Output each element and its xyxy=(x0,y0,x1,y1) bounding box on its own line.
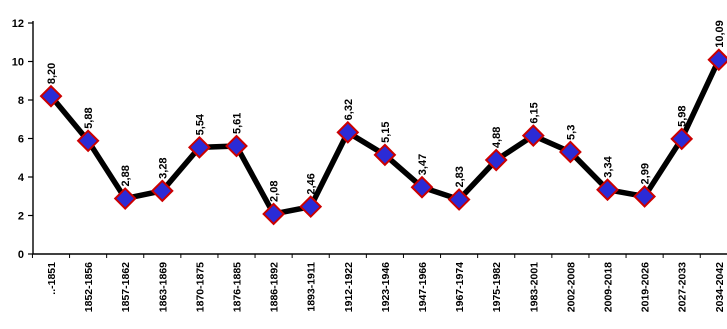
data-value-label: 4,88 xyxy=(491,127,503,148)
data-value-label: 2,99 xyxy=(640,163,652,184)
data-point-marker xyxy=(150,179,174,203)
x-category-label: 2009-2018 xyxy=(603,262,615,312)
x-category-label: 2027-2033 xyxy=(677,262,689,312)
data-value-label: 5,3 xyxy=(565,125,577,140)
x-category-label: ..-1851 xyxy=(46,262,58,295)
data-point-marker xyxy=(336,120,360,144)
data-point-marker xyxy=(596,178,619,202)
data-value-label: 2,08 xyxy=(269,181,281,202)
x-category-label: 1975-1982 xyxy=(491,262,503,312)
data-point-marker xyxy=(39,84,63,108)
x-category-label: 1870-1875 xyxy=(194,262,206,312)
data-value-label: 5,61 xyxy=(232,113,244,134)
data-value-label: 5,98 xyxy=(677,105,689,126)
data-point-marker xyxy=(225,134,248,158)
data-value-label: 6,15 xyxy=(528,102,540,123)
data-point-marker xyxy=(521,124,545,148)
data-value-label: 2,88 xyxy=(120,165,132,186)
data-point-marker xyxy=(76,129,100,153)
data-value-label: 3,47 xyxy=(417,154,429,175)
x-category-label: 1886-1892 xyxy=(269,262,281,312)
y-axis-ticks: 0 2 4 6 8 10 12 xyxy=(12,18,33,261)
x-category-label: 1967-1974 xyxy=(454,262,466,312)
data-point-marker xyxy=(187,135,211,159)
data-point-marker xyxy=(558,140,582,164)
y-tick-label: 12 xyxy=(12,18,24,30)
x-category-label: 1876-1885 xyxy=(232,262,244,312)
x-category-label: 1893-1911 xyxy=(306,262,318,312)
data-point-marker xyxy=(262,202,286,226)
data-point-marker xyxy=(484,148,508,172)
data-point-marker xyxy=(113,187,137,210)
x-category-label: 1857-1862 xyxy=(120,262,132,312)
x-category-label: 2019-2026 xyxy=(640,262,652,312)
data-value-label: 10,09 xyxy=(714,20,726,48)
x-category-label: 1912-1922 xyxy=(343,262,355,312)
data-value-label: 2,83 xyxy=(454,166,466,187)
x-category-label: 1947-1966 xyxy=(417,262,429,312)
x-category-label: 1852-1856 xyxy=(83,262,95,312)
y-tick-label: 8 xyxy=(18,95,24,107)
data-point-marker xyxy=(410,175,434,199)
data-value-label: 5,15 xyxy=(380,121,392,142)
data-point-marker xyxy=(707,48,727,72)
data-point-marker xyxy=(447,188,471,211)
x-category-label: 2002-2008 xyxy=(565,262,577,312)
data-value-label: 3,28 xyxy=(157,157,169,178)
y-tick-label: 2 xyxy=(18,211,24,223)
x-category-label: 1923-1946 xyxy=(380,262,392,312)
y-tick-label: 0 xyxy=(18,249,24,261)
data-value-label: 3,34 xyxy=(603,155,615,177)
x-category-label: 2034-2042 xyxy=(714,262,726,312)
data-value-label: 6,32 xyxy=(343,99,355,120)
data-point-marker xyxy=(373,143,397,167)
data-point-marker xyxy=(299,195,323,219)
y-tick-label: 6 xyxy=(18,134,24,146)
data-point-marker xyxy=(633,185,657,208)
x-category-label: 1983-2001 xyxy=(528,262,540,312)
data-value-label: 2,46 xyxy=(306,173,318,194)
y-tick-label: 4 xyxy=(18,172,25,184)
data-labels-group: 8,20 5,88 2,88 3,28 5,54 5,61 2,08 2,46 6,32 5,15… xyxy=(46,20,726,202)
data-point-marker xyxy=(670,127,694,151)
x-axis-ticks: ..-1851 1852-1856 1857-1862 1863-1869 1870-1… xyxy=(31,254,726,312)
data-value-label: 5,54 xyxy=(194,113,206,135)
markers-group xyxy=(39,48,727,226)
x-category-label: 1863-1869 xyxy=(157,262,169,312)
data-value-label: 8,20 xyxy=(46,63,58,84)
data-value-label: 5,88 xyxy=(83,107,95,128)
y-tick-label: 10 xyxy=(12,57,24,69)
